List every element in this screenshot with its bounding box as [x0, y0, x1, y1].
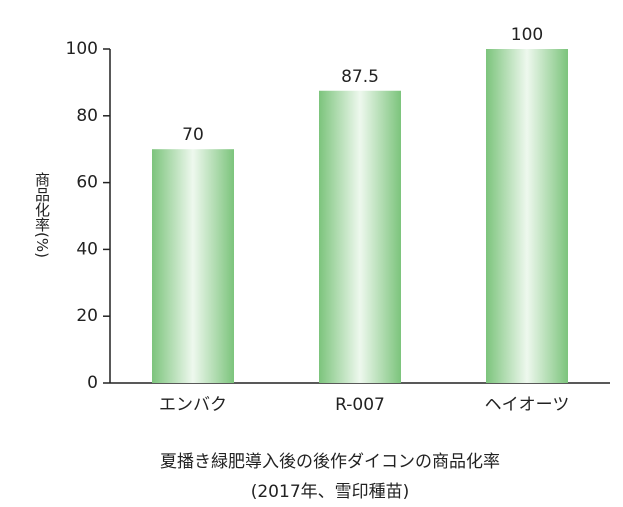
x-tick-label: エンバク — [159, 395, 227, 415]
y-axis-label: 商品化率(%) — [33, 172, 51, 258]
y-tick-label: 100 — [66, 39, 98, 59]
y-tick-label: 20 — [76, 306, 98, 326]
value-label: 70 — [182, 125, 204, 145]
bar — [319, 90, 401, 383]
x-tick-label: ヘイオーツ — [485, 395, 570, 415]
chart-subtitle: (2017年、雪印種苗) — [251, 482, 410, 502]
y-tick-label: 40 — [76, 239, 98, 259]
value-label: 100 — [511, 25, 543, 45]
bar — [486, 49, 568, 383]
value-label: 87.5 — [341, 67, 379, 87]
x-tick-label: R-007 — [335, 395, 385, 415]
y-tick-label: 60 — [76, 173, 98, 193]
y-tick-label: 0 — [87, 373, 98, 393]
chart-title: 夏播き緑肥導入後の後作ダイコンの商品化率 — [160, 452, 500, 472]
bar — [152, 149, 234, 383]
y-tick-label: 80 — [76, 106, 98, 126]
